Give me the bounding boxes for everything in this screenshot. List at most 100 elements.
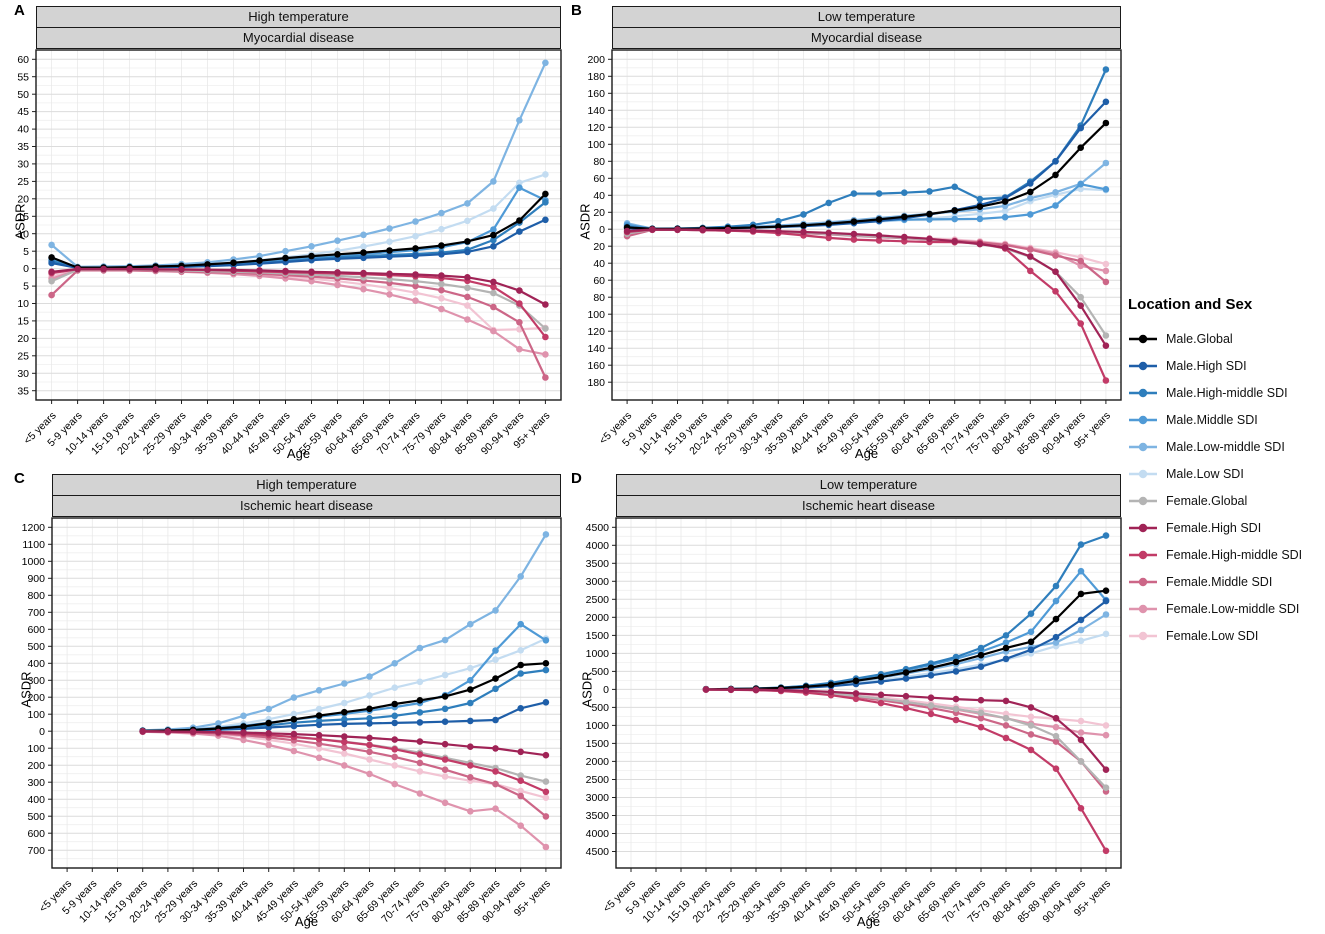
svg-text:500: 500 <box>591 702 609 714</box>
svg-text:25: 25 <box>17 176 29 188</box>
legend-line-marker-icon <box>1129 631 1157 640</box>
svg-text:120: 120 <box>587 326 605 338</box>
panel-b-plot: 2001801601401201008060402002040608010012… <box>587 49 1122 457</box>
svg-text:35: 35 <box>17 385 29 397</box>
svg-text:100: 100 <box>587 139 605 151</box>
legend-label: Male.Low SDI <box>1166 466 1244 481</box>
svg-text:600: 600 <box>27 624 45 636</box>
svg-text:0: 0 <box>39 726 45 738</box>
panel-c-plot: 1200110010009008007006005004003002001000… <box>22 517 562 925</box>
svg-text:15: 15 <box>17 211 29 223</box>
svg-text:700: 700 <box>27 845 45 857</box>
svg-text:1000: 1000 <box>22 556 46 568</box>
svg-text:1500: 1500 <box>586 738 610 750</box>
legend-item: Male.Low SDI <box>1128 460 1324 487</box>
svg-text:0: 0 <box>23 263 29 275</box>
legend-label: Male.Global <box>1166 331 1233 346</box>
panel-b-facet-disease: Myocardial disease <box>612 27 1121 49</box>
panel-b-letter: B <box>571 2 582 19</box>
svg-text:35: 35 <box>17 141 29 153</box>
svg-text:2500: 2500 <box>586 774 610 786</box>
svg-text:60: 60 <box>17 54 29 66</box>
panel-d: 4500 4000 3500 3000 2500 2000 1500 1000 500 0 500 1… <box>565 468 1125 934</box>
svg-text:100: 100 <box>587 309 605 321</box>
svg-text:10: 10 <box>17 228 29 240</box>
panel-d-letter: D <box>571 470 582 487</box>
svg-text:60: 60 <box>593 173 605 185</box>
legend-item: Female.Low-middle SDI <box>1128 595 1324 622</box>
svg-text:2000: 2000 <box>586 756 610 768</box>
panel-d-facet-disease: Ischemic heart disease <box>616 495 1121 517</box>
svg-text:400: 400 <box>27 658 45 670</box>
svg-text:140: 140 <box>587 343 605 355</box>
legend: Location and Sex Male.Global Male.High SD… <box>1128 296 1324 649</box>
legend-item: Female.Middle SDI <box>1128 568 1324 595</box>
svg-text:55: 55 <box>17 71 29 83</box>
legend-line-marker-icon <box>1129 469 1157 478</box>
panel-b-y-axis-title: ASDR <box>577 203 593 240</box>
legend-item: Male.High-middle SDI <box>1128 379 1324 406</box>
panel-c-facet-disease: Ischemic heart disease <box>52 495 561 517</box>
svg-text:20: 20 <box>17 193 29 205</box>
panel-c-facet-temperature: High temperature <box>52 474 561 496</box>
svg-text:300: 300 <box>27 675 45 687</box>
panel-a-facet-temperature: High temperature <box>36 6 561 28</box>
svg-text:60: 60 <box>593 275 605 287</box>
svg-text:50: 50 <box>17 89 29 101</box>
panel-b-x-axis-title: Age <box>854 446 879 461</box>
svg-text:160: 160 <box>587 360 605 372</box>
panel-d-x-axis-title: Age <box>856 914 881 929</box>
svg-text:120: 120 <box>587 122 605 134</box>
svg-text:3000: 3000 <box>586 576 610 588</box>
svg-text:800: 800 <box>27 590 45 602</box>
svg-text:2500: 2500 <box>586 594 610 606</box>
svg-text:25: 25 <box>17 350 29 362</box>
svg-text:100: 100 <box>27 709 45 721</box>
svg-text:15: 15 <box>17 316 29 328</box>
svg-text:1000: 1000 <box>586 720 610 732</box>
panel-b-facet-temperature: Low temperature <box>612 6 1121 28</box>
panel-c-letter: C <box>14 470 25 487</box>
legend-line-marker-icon <box>1129 577 1157 586</box>
svg-text:900: 900 <box>27 573 45 585</box>
legend-item: Female.High-middle SDI <box>1128 541 1324 568</box>
svg-text:5: 5 <box>23 246 29 258</box>
legend-label: Male.High-middle SDI <box>1166 385 1288 400</box>
svg-text:4500: 4500 <box>586 846 610 858</box>
svg-text:80: 80 <box>593 292 605 304</box>
svg-text:500: 500 <box>27 811 45 823</box>
svg-text:80: 80 <box>593 156 605 168</box>
svg-text:180: 180 <box>587 71 605 83</box>
svg-text:4500: 4500 <box>586 522 610 534</box>
svg-text:40: 40 <box>17 124 29 136</box>
legend-line-marker-icon <box>1129 550 1157 559</box>
legend-label: Female.High-middle SDI <box>1166 547 1303 562</box>
svg-text:10: 10 <box>17 298 29 310</box>
svg-text:100: 100 <box>27 743 45 755</box>
svg-text:700: 700 <box>27 607 45 619</box>
svg-text:0: 0 <box>599 224 605 236</box>
legend-item: Female.High SDI <box>1128 514 1324 541</box>
svg-text:1500: 1500 <box>586 630 610 642</box>
legend-line-marker-icon <box>1129 442 1157 451</box>
legend-label: Male.Low-middle SDI <box>1166 439 1285 454</box>
svg-text:20: 20 <box>593 241 605 253</box>
panel-c: 1200 1100 1000 900 800 700 600 500 400 300 200 100 0… <box>8 468 562 934</box>
panel-d-y-axis-title: ASDR <box>579 671 595 708</box>
svg-text:300: 300 <box>27 777 45 789</box>
legend-line-marker-icon <box>1129 496 1157 505</box>
legend-label: Female.Global <box>1166 493 1248 508</box>
svg-text:140: 140 <box>587 105 605 117</box>
svg-text:3500: 3500 <box>586 810 610 822</box>
svg-text:2000: 2000 <box>586 612 610 624</box>
svg-text:3500: 3500 <box>586 558 610 570</box>
panel-d-facet-temperature: Low temperature <box>616 474 1121 496</box>
legend-label: Female.Low-middle SDI <box>1166 601 1300 616</box>
panel-d-plot: 4500 4000 3500 3000 2500 2000 1500 1000 500 0 500 1… <box>586 517 1122 925</box>
panel-a-y-axis-title: ASDR <box>12 203 28 240</box>
svg-text:200: 200 <box>27 692 45 704</box>
legend-label: Female.Middle SDI <box>1166 574 1273 589</box>
svg-text:1200: 1200 <box>22 522 46 534</box>
legend-line-marker-icon <box>1129 523 1157 532</box>
